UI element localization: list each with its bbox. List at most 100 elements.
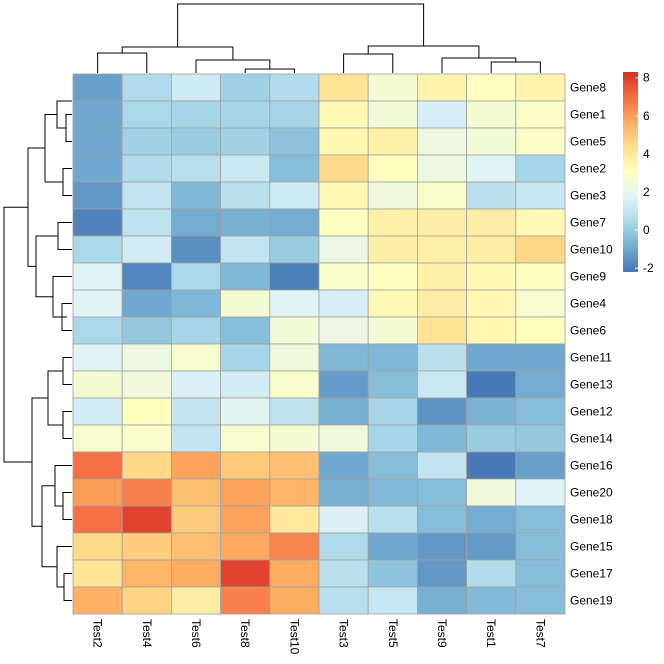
heatmap-cell — [318, 343, 369, 372]
heatmap-cell — [220, 316, 271, 345]
heatmap-cell — [515, 154, 566, 183]
column-dendrogram — [97, 3, 541, 73]
heatmap-cell — [466, 235, 517, 264]
heatmap-cell — [416, 451, 467, 480]
heatmap-cell — [269, 208, 320, 237]
heatmap-cell — [515, 370, 566, 399]
heatmap-cell — [318, 262, 369, 291]
row-label: Gene13 — [570, 378, 613, 392]
heatmap-cell — [416, 127, 467, 156]
heatmap-cell — [318, 181, 369, 210]
heatmap-cell — [466, 343, 517, 372]
dendrogram-branch — [177, 3, 425, 47]
heatmap-cell — [466, 262, 517, 291]
dendrogram-branch — [63, 573, 72, 601]
heatmap-cell — [72, 235, 123, 264]
heatmap-cell — [466, 370, 517, 399]
heatmap-cell — [269, 370, 320, 399]
heatmap-cell — [318, 100, 369, 129]
row-label: Gene4 — [570, 297, 606, 311]
heatmap-cell — [170, 208, 221, 237]
heatmap-cell — [170, 343, 221, 372]
heatmap-cell — [416, 586, 467, 615]
heatmap-cell — [121, 235, 172, 264]
heatmap-cell — [416, 532, 467, 561]
heatmap-cell — [466, 181, 517, 210]
heatmap-cell — [515, 451, 566, 480]
heatmap-cell — [367, 181, 418, 210]
heatmap-cell — [416, 235, 467, 264]
heatmap-cell — [515, 73, 566, 102]
heatmap-cell — [121, 505, 172, 534]
heatmap-cell — [466, 532, 517, 561]
heatmap-cell — [72, 370, 123, 399]
heatmap-cell — [318, 208, 369, 237]
heatmap-cell — [367, 235, 418, 264]
heatmap-cell — [220, 343, 271, 372]
row-labels: Gene8 Gene1 Gene5 Gene2 Gene3 Gene7 Gene10 Gene… — [570, 81, 613, 608]
colorbar — [623, 72, 638, 272]
heatmap-cell — [170, 262, 221, 291]
heatmap-cell — [72, 154, 123, 183]
heatmap-cell — [220, 127, 271, 156]
heatmap-cell — [416, 343, 467, 372]
heatmap-cell — [515, 424, 566, 453]
row-label: Gene5 — [570, 135, 606, 149]
dendrogram-branch — [343, 53, 394, 73]
heatmap-cell — [72, 586, 123, 615]
heatmap-cell — [170, 289, 221, 318]
heatmap-cell — [416, 262, 467, 291]
heatmap-cell — [515, 208, 566, 237]
heatmap-cell — [269, 343, 320, 372]
heatmap-cell — [466, 289, 517, 318]
column-label: Test6 — [189, 619, 203, 648]
heatmap-cell — [269, 154, 320, 183]
dendrogram-branch — [35, 235, 58, 298]
heatmap-cell — [220, 505, 271, 534]
heatmap-cell — [269, 127, 320, 156]
heatmap-cell — [72, 262, 123, 291]
heatmap-cell — [269, 478, 320, 507]
heatmap-cell — [416, 181, 467, 210]
heatmap-cell — [72, 424, 123, 453]
heatmap-cell — [416, 208, 467, 237]
heatmap-cell — [466, 127, 517, 156]
heatmap-cell — [170, 532, 221, 561]
heatmap-cell — [466, 154, 517, 183]
heatmap-cell — [72, 478, 123, 507]
heatmap-cell — [121, 208, 172, 237]
heatmap-cell — [269, 532, 320, 561]
heatmap-cell — [318, 154, 369, 183]
heatmap-cell — [121, 343, 172, 372]
heatmap-cell — [220, 235, 271, 264]
heatmap-cell — [220, 289, 271, 318]
heatmap-cell — [367, 397, 418, 426]
row-label: Gene3 — [570, 189, 606, 203]
heatmap-cell — [269, 505, 320, 534]
heatmap-cell — [416, 289, 467, 318]
heatmap-cell — [515, 289, 566, 318]
heatmap-cell — [269, 289, 320, 318]
column-label: Test1 — [484, 619, 498, 648]
heatmap-cell — [416, 478, 467, 507]
heatmap-cell — [416, 316, 467, 345]
row-label: Gene17 — [570, 567, 613, 581]
colorbar-legend: -2 0 2 4 6 8 — [623, 71, 654, 275]
heatmap-cell — [466, 208, 517, 237]
heatmap-cell — [318, 289, 369, 318]
heatmap-cell — [318, 478, 369, 507]
heatmap-cell — [220, 154, 271, 183]
heatmap-cell — [416, 370, 467, 399]
heatmap-cell — [121, 127, 172, 156]
heatmap-cell — [220, 478, 271, 507]
heatmap-cell — [72, 100, 123, 129]
heatmap-cell — [367, 532, 418, 561]
heatmap-cell — [367, 478, 418, 507]
heatmap-cell — [367, 100, 418, 129]
heatmap-cell — [515, 100, 566, 129]
row-dendrogram — [3, 100, 72, 601]
column-label: Test9 — [435, 619, 449, 648]
heatmap-cell — [269, 424, 320, 453]
heatmap-cell — [72, 289, 123, 318]
